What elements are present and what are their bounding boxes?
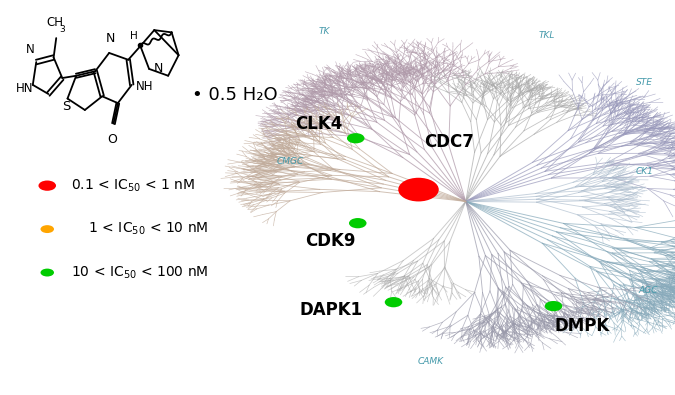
Text: N: N xyxy=(153,62,163,75)
Text: HN: HN xyxy=(16,82,34,95)
Circle shape xyxy=(349,218,367,228)
Circle shape xyxy=(40,269,54,276)
Text: N: N xyxy=(26,43,34,56)
Text: H: H xyxy=(130,31,138,41)
Circle shape xyxy=(545,301,562,311)
Circle shape xyxy=(38,181,56,191)
Text: CAMK: CAMK xyxy=(418,357,443,366)
Text: 1 < IC$_{50}$ < 10 nM: 1 < IC$_{50}$ < 10 nM xyxy=(71,221,209,237)
Text: CK1: CK1 xyxy=(636,167,653,176)
Text: N: N xyxy=(105,32,115,45)
Text: NH: NH xyxy=(136,79,153,92)
Circle shape xyxy=(385,297,402,307)
Text: 10 < IC$_{50}$ < 100 nM: 10 < IC$_{50}$ < 100 nM xyxy=(71,264,209,281)
Circle shape xyxy=(398,178,439,201)
Text: 3: 3 xyxy=(60,24,65,34)
Text: TK: TK xyxy=(319,27,329,36)
Text: DMPK: DMPK xyxy=(554,317,610,335)
Text: 0.1 < IC$_{50}$ < 1 nM: 0.1 < IC$_{50}$ < 1 nM xyxy=(71,177,195,194)
Text: • 0.5 H₂O: • 0.5 H₂O xyxy=(192,86,278,104)
Text: CH: CH xyxy=(46,16,63,29)
Text: CDC7: CDC7 xyxy=(424,133,474,151)
Text: CLK4: CLK4 xyxy=(296,115,343,134)
Text: AGC: AGC xyxy=(639,286,657,295)
Text: DAPK1: DAPK1 xyxy=(299,301,362,319)
Text: STE: STE xyxy=(636,79,653,87)
Text: TKL: TKL xyxy=(539,31,555,40)
Text: CDK9: CDK9 xyxy=(306,232,356,250)
Text: S: S xyxy=(63,100,71,113)
Circle shape xyxy=(347,133,364,143)
Circle shape xyxy=(40,225,54,233)
Text: CMGC: CMGC xyxy=(277,158,304,166)
Text: O: O xyxy=(108,133,117,146)
